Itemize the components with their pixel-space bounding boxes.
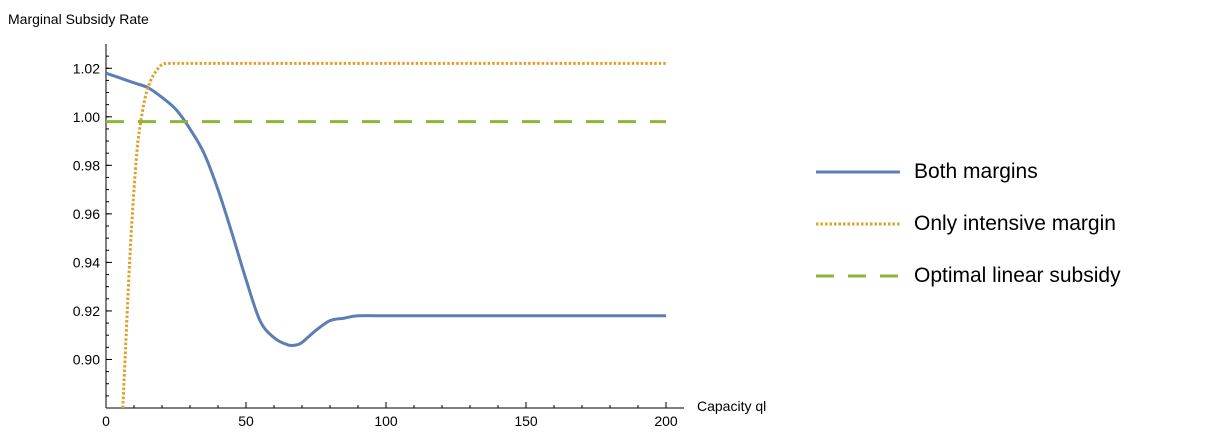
y-tick-label: 0.98 — [73, 157, 100, 173]
legend: Both margins Only intensive margin Optim… — [816, 146, 1121, 302]
series-line-both-margins — [106, 71, 666, 348]
x-tick-label: 100 — [374, 413, 398, 429]
legend-swatch-dotted-orange — [816, 222, 900, 226]
y-axis-title: Marginal Subsidy Rate — [8, 11, 149, 27]
y-tick-label: 0.94 — [73, 254, 100, 270]
legend-label: Only intensive margin — [914, 212, 1116, 235]
y-tick-label: 0.96 — [73, 206, 100, 222]
x-tick-label: 0 — [102, 413, 110, 429]
x-tick-label: 200 — [654, 413, 678, 429]
legend-item-optimal-linear-subsidy: Optimal linear subsidy — [816, 250, 1121, 302]
legend-swatch-solid-blue — [816, 170, 900, 174]
y-tick-label: 0.92 — [73, 303, 100, 319]
axes: 0.90 0.92 0.94 0.96 0.98 1.00 1.02 0 50 100 150 200 — [73, 44, 684, 429]
legend-item-both-margins: Both margins — [816, 146, 1121, 198]
legend-item-only-intensive-margin: Only intensive margin — [816, 198, 1121, 250]
y-tick-label: 1.00 — [73, 109, 100, 125]
y-tick-label: 0.90 — [73, 351, 100, 367]
plot-lines — [106, 61, 666, 408]
legend-label: Optimal linear subsidy — [914, 264, 1121, 287]
x-tick-label: 50 — [238, 413, 254, 429]
x-axis-title: Capacity ql — [697, 398, 766, 414]
legend-swatch-dashed-green — [816, 274, 900, 278]
y-tick-label: 1.02 — [73, 60, 100, 76]
legend-label: Both margins — [914, 160, 1038, 183]
series-line-only-intensive-margin — [121, 61, 666, 408]
x-tick-label: 150 — [514, 413, 538, 429]
